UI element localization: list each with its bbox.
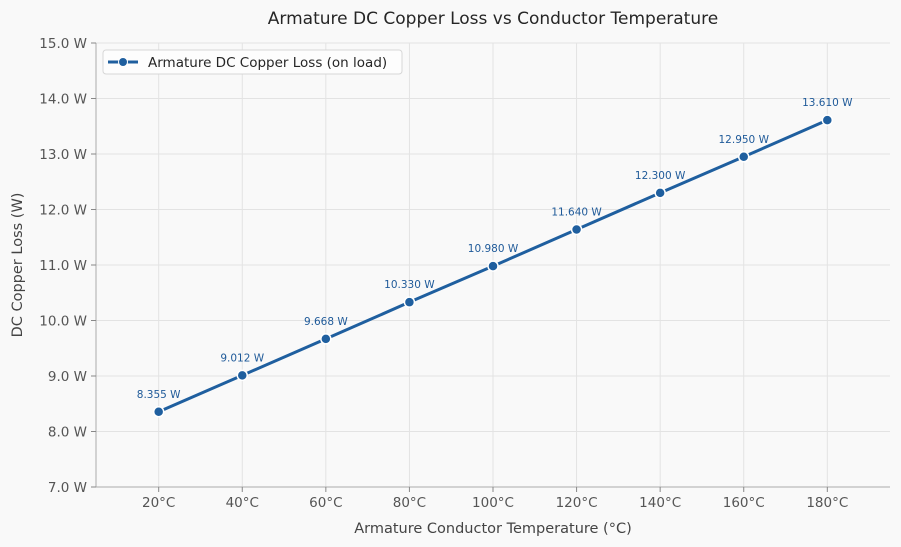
data-point <box>654 187 666 199</box>
x-tick-label: 20°C <box>142 495 175 511</box>
y-tick-label: 15.0 W <box>39 36 87 52</box>
series-layer: 8.355 W 9.012 W 9.668 W 10.330 W 10.980 W 11.… <box>137 97 853 418</box>
data-point <box>570 223 583 236</box>
data-label: 10.980 W <box>468 243 519 255</box>
x-tick-label: 100°C <box>472 495 514 511</box>
data-point <box>821 114 834 126</box>
chart-title: Armature DC Copper Loss vs Conductor Tem… <box>268 9 718 29</box>
data-point <box>152 406 165 418</box>
y-tick-label: 10.0 W <box>39 314 87 330</box>
y-tick-label: 11.0 W <box>39 258 87 274</box>
x-tick-label: 60°C <box>309 495 342 511</box>
x-axis-ticks: 20°C 40°C 60°C 80°C 100°C 120°C 140°C 160°C 180°… <box>142 487 848 511</box>
x-tick-label: 180°C <box>806 495 848 511</box>
legend-marker-swatch <box>118 57 128 67</box>
x-axis-label: Armature Conductor Temperature (°C) <box>354 521 632 537</box>
y-tick-label: 13.0 W <box>39 147 87 163</box>
y-tick-label: 14.0 W <box>39 92 87 108</box>
data-label: 12.300 W <box>635 170 686 182</box>
x-tick-label: 140°C <box>639 495 681 511</box>
x-tick-label: 40°C <box>226 495 259 511</box>
legend: Armature DC Copper Loss (on load) <box>102 49 403 75</box>
data-label: 10.330 W <box>384 279 435 291</box>
legend-entry: Armature DC Copper Loss (on load) <box>148 55 387 71</box>
data-label: 9.668 W <box>304 316 348 328</box>
legend-box <box>102 49 403 75</box>
data-point <box>487 260 499 272</box>
y-axis-ticks: 7.0 W 8.0 W 9.0 W 10.0 W 11.0 W 12.0 W 13.0 W 1… <box>39 36 96 496</box>
y-tick-label: 12.0 W <box>39 203 87 219</box>
data-point <box>236 369 249 382</box>
data-point <box>320 333 332 345</box>
x-tick-label: 80°C <box>393 495 426 511</box>
data-point <box>403 296 416 308</box>
data-label: 13.610 W <box>802 97 853 109</box>
data-label: 8.355 W <box>137 389 181 401</box>
x-tick-label: 120°C <box>556 495 598 511</box>
data-label: 9.012 W <box>220 352 264 364</box>
data-point <box>737 151 750 163</box>
y-tick-label: 9.0 W <box>48 369 87 385</box>
y-tick-label: 8.0 W <box>48 425 87 441</box>
x-tick-label: 160°C <box>723 495 765 511</box>
y-tick-label: 7.0 W <box>48 480 87 496</box>
data-label: 11.640 W <box>551 206 602 218</box>
y-axis-label: DC Copper Loss (W) <box>10 193 26 338</box>
data-label: 12.950 W <box>719 134 770 146</box>
